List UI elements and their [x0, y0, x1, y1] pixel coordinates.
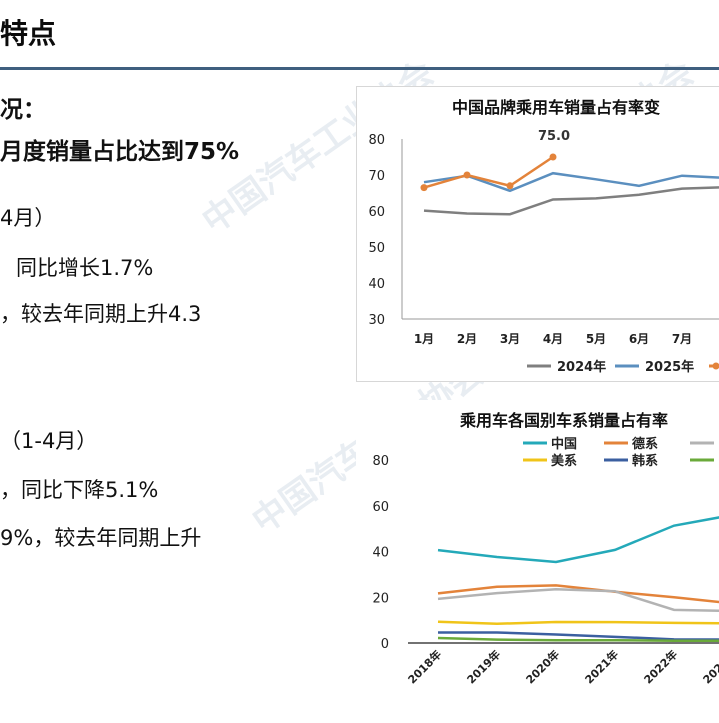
legend-label: 2024年 [557, 359, 606, 375]
text-line-3: 4月） [0, 202, 55, 232]
text-line-7: ，同比下降5.1% [0, 474, 158, 504]
x-tick-label: 2022年 [641, 647, 680, 686]
text-line-1: 况： [0, 90, 46, 124]
chart-country-share: 乘用车各国别车系销量占有率 0 20 40 60 80 2018年 2019年 2020年 202… [356, 400, 719, 719]
legend-label: 韩系 [632, 453, 658, 469]
data-point [550, 154, 557, 161]
text-line-8: 9%，较去年同期上升 [0, 522, 201, 552]
chart-panel-country-share: 乘用车各国别车系销量占有率 0 20 40 60 80 2018年 2019年 2020年 202… [356, 400, 719, 719]
legend-label: 德系 [632, 436, 658, 452]
x-tick-label: 6月 [629, 332, 649, 346]
chart-title: 乘用车各国别车系销量占有率 [459, 411, 668, 430]
y-tick-label: 40 [372, 546, 389, 561]
y-tick-label: 60 [372, 500, 389, 515]
page-title: 特点 [0, 12, 56, 52]
text-line-4: 同比增长1.7% [16, 252, 153, 282]
y-tick-label: 30 [368, 313, 385, 328]
x-tick-label: 2月 [457, 332, 477, 346]
x-tick-label: 3月 [500, 332, 520, 346]
y-tick-label: 40 [368, 277, 385, 292]
series-line [438, 622, 719, 624]
text-line-2: 月度销量占比达到75% [0, 132, 239, 166]
y-tick-label: 80 [368, 133, 385, 148]
chart-title: 中国品牌乘用车销量占有率变 [452, 98, 660, 117]
data-point [421, 184, 428, 191]
y-tick-label: 70 [368, 169, 385, 184]
chart-panel-brand-share: 中国品牌乘用车销量占有率变3040506070801月2月3月4月5月6月7月8… [356, 86, 719, 382]
data-label: 75.0 [538, 129, 570, 144]
x-tick-label: 2023年 [700, 647, 719, 686]
x-tick-label: 2021年 [582, 647, 621, 686]
data-point [507, 182, 514, 189]
y-tick-label: 20 [372, 591, 389, 606]
legend-label: 中国 [551, 436, 577, 452]
x-tick-label: 2020年 [523, 647, 562, 686]
series-line [424, 187, 719, 214]
x-tick-label: 2019年 [464, 647, 503, 686]
legend-label: 2025年 [645, 359, 694, 375]
y-tick-label: 80 [372, 454, 389, 469]
text-line-5: ，较去年同期上升4.3 [0, 298, 201, 328]
text-line-6: （1-4月） [0, 425, 97, 455]
y-tick-label: 0 [381, 637, 389, 652]
legend-label: 美系 [551, 453, 577, 469]
title-divider [0, 67, 719, 70]
x-tick-label: 5月 [586, 332, 606, 346]
series-line [438, 589, 719, 611]
x-tick-label: 1月 [414, 332, 434, 346]
y-tick-label: 60 [368, 205, 385, 220]
chart-brand-share: 中国品牌乘用车销量占有率变3040506070801月2月3月4月5月6月7月8… [357, 87, 719, 381]
x-tick-label: 7月 [672, 332, 692, 346]
y-tick-label: 50 [368, 241, 385, 256]
series-line [438, 515, 719, 562]
x-tick-label: 4月 [543, 332, 563, 346]
legend-swatch [713, 363, 719, 370]
x-tick-label: 2018年 [405, 647, 444, 686]
data-point [464, 172, 471, 179]
